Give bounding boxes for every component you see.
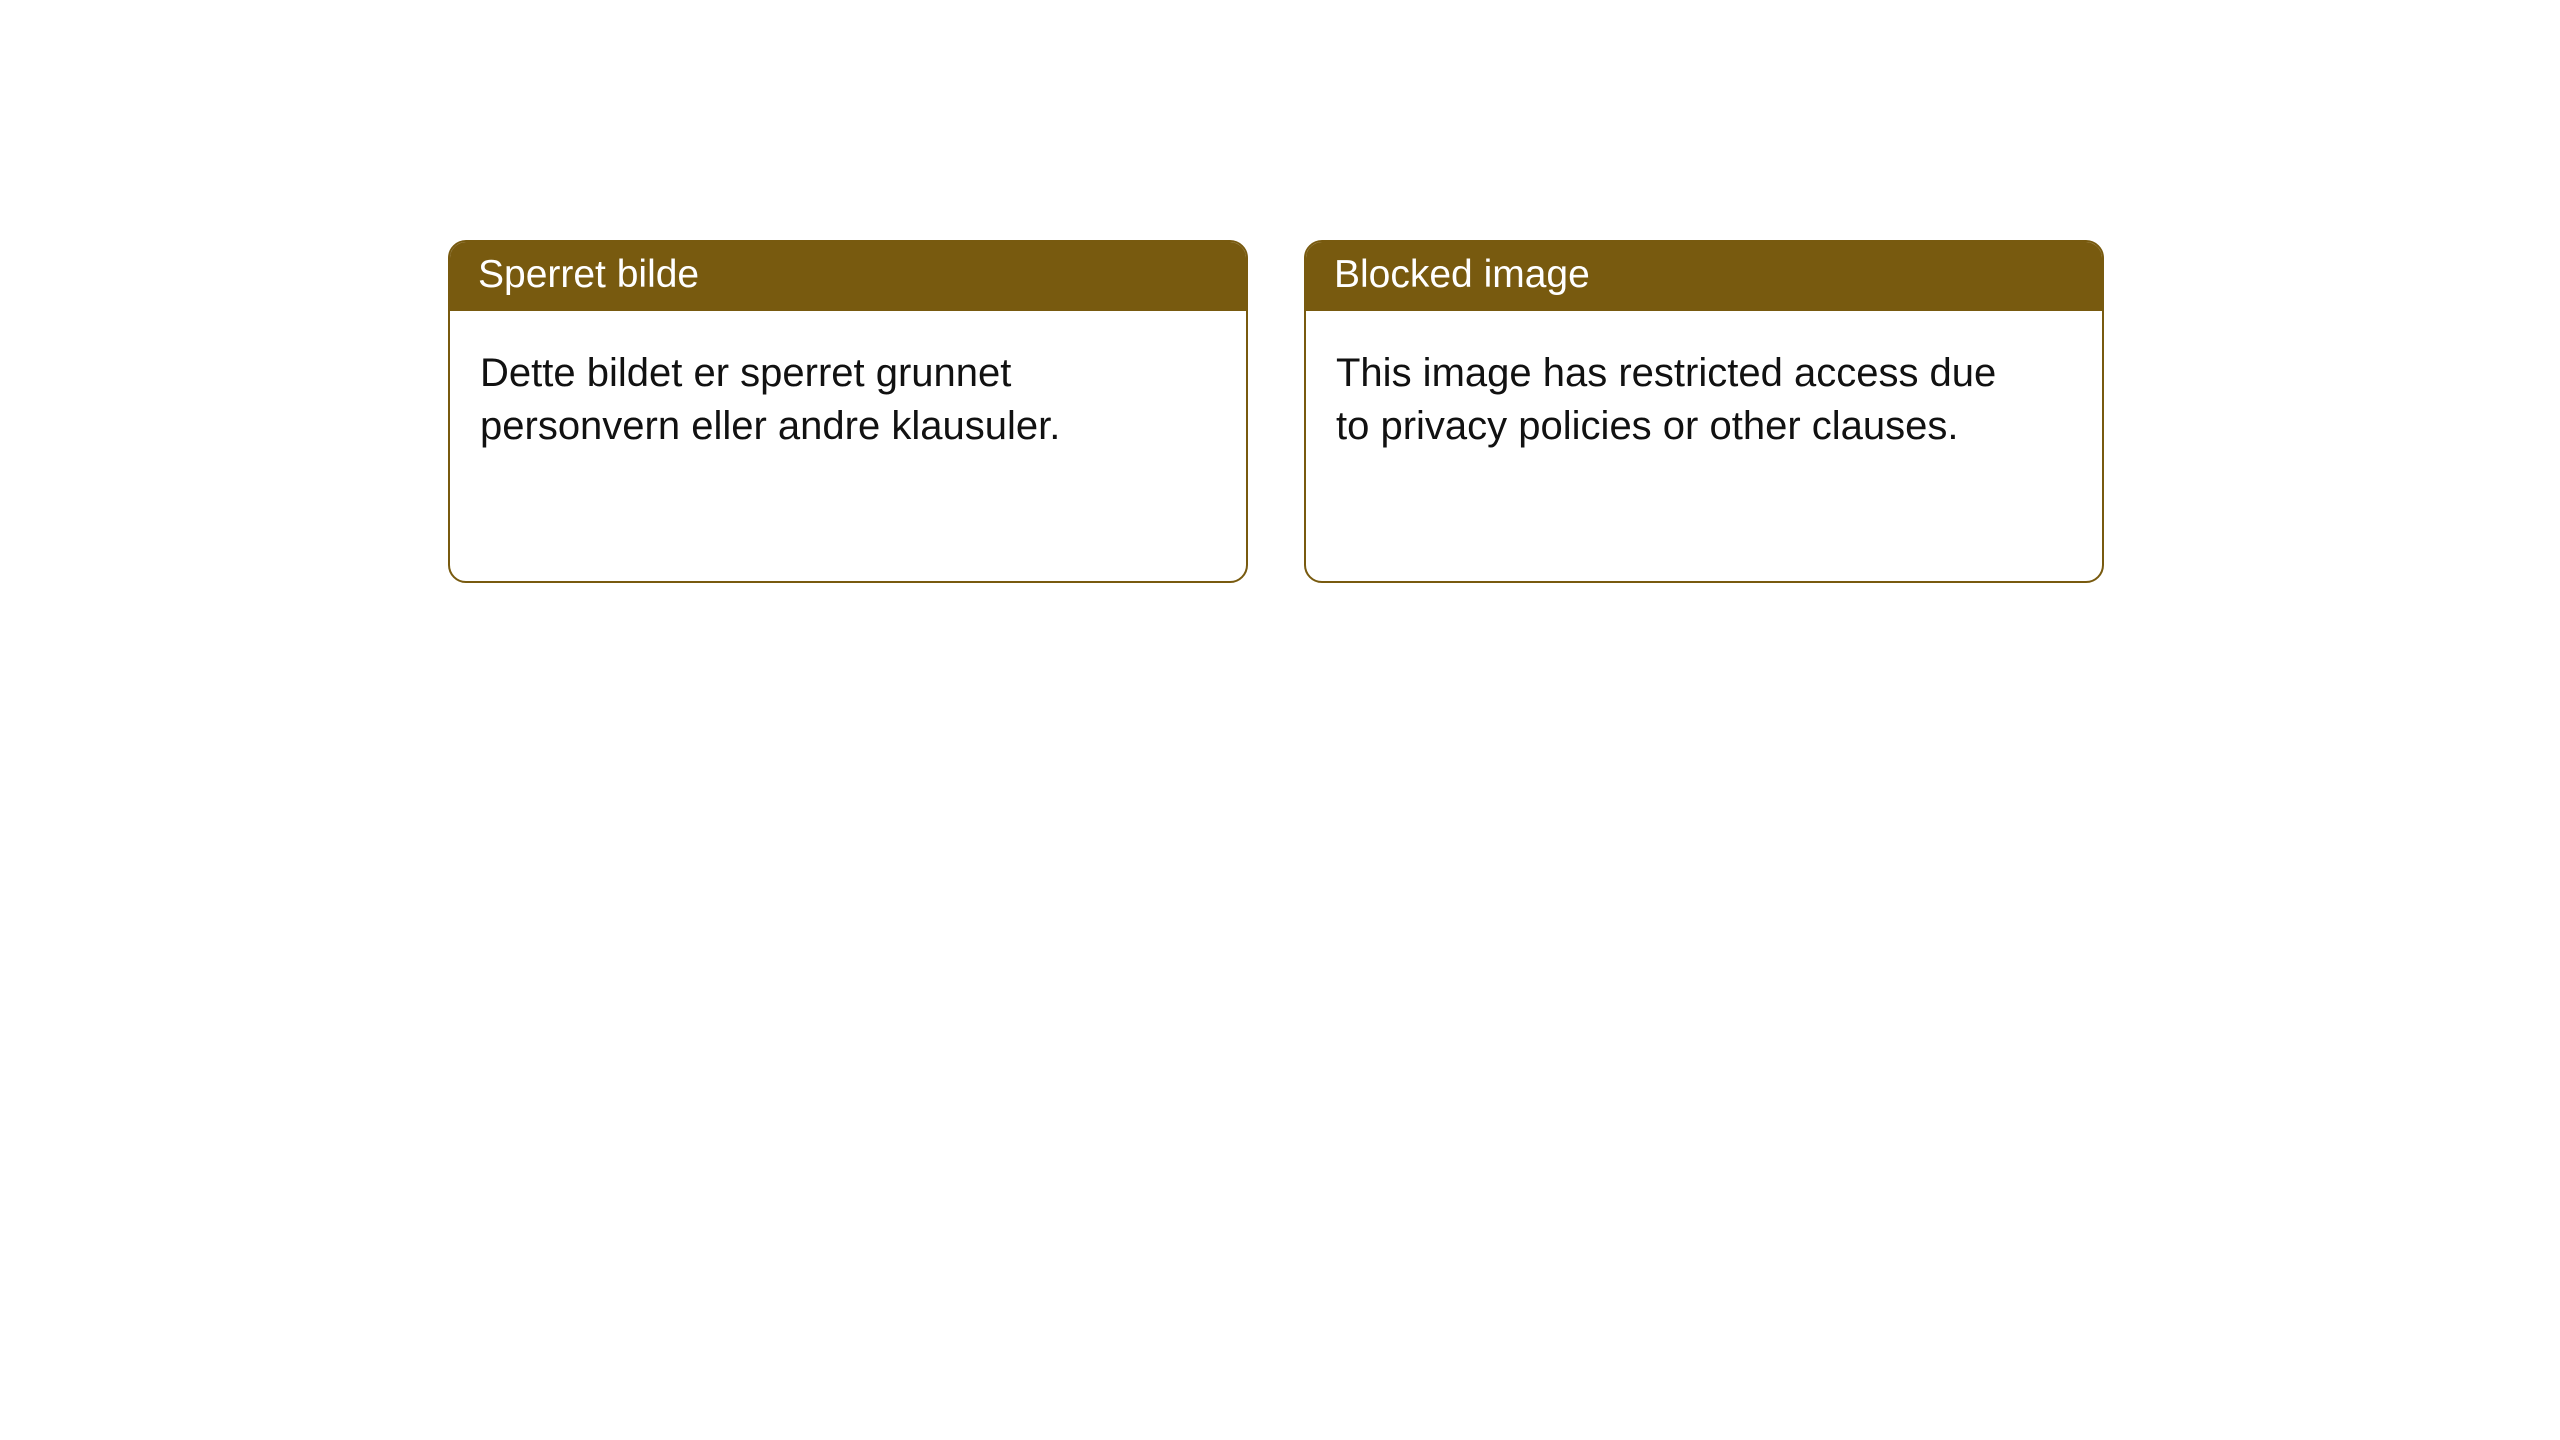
notice-cards-row: Sperret bilde Dette bildet er sperret gr…	[448, 240, 2560, 583]
notice-card-text: Dette bildet er sperret grunnet personve…	[480, 347, 1160, 453]
notice-card-title: Sperret bilde	[450, 242, 1246, 311]
notice-card-norwegian: Sperret bilde Dette bildet er sperret gr…	[448, 240, 1248, 583]
notice-card-title: Blocked image	[1306, 242, 2102, 311]
notice-card-body: This image has restricted access due to …	[1306, 311, 2102, 581]
notice-card-english: Blocked image This image has restricted …	[1304, 240, 2104, 583]
notice-card-body: Dette bildet er sperret grunnet personve…	[450, 311, 1246, 581]
notice-card-text: This image has restricted access due to …	[1336, 347, 2016, 453]
